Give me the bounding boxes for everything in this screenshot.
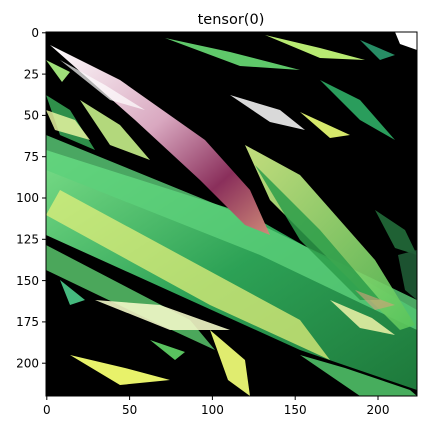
plot-frame — [45, 31, 418, 397]
x-tick-label: 50 — [122, 403, 137, 417]
x-tick-label: 0 — [43, 403, 51, 417]
y-tick-label: 125 — [16, 233, 39, 247]
y-tick-label: 200 — [16, 356, 39, 370]
y-tick-label: 150 — [16, 274, 39, 288]
y-tick-label: 0 — [31, 26, 39, 40]
x-axis: 0 50 100 150 200 — [43, 396, 389, 417]
x-tick-label: 150 — [284, 403, 307, 417]
y-axis: 0 25 50 75 100 125 150 175 200 — [16, 26, 46, 370]
y-tick-label: 100 — [16, 191, 39, 205]
y-tick-label: 175 — [16, 315, 39, 329]
y-tick-label: 75 — [24, 150, 39, 164]
y-tick-label: 25 — [24, 67, 39, 81]
y-tick-label: 50 — [24, 109, 39, 123]
x-tick-label: 100 — [201, 403, 224, 417]
x-tick-label: 200 — [367, 403, 390, 417]
image-content — [46, 32, 417, 396]
plot-title: tensor(0) — [198, 12, 265, 28]
